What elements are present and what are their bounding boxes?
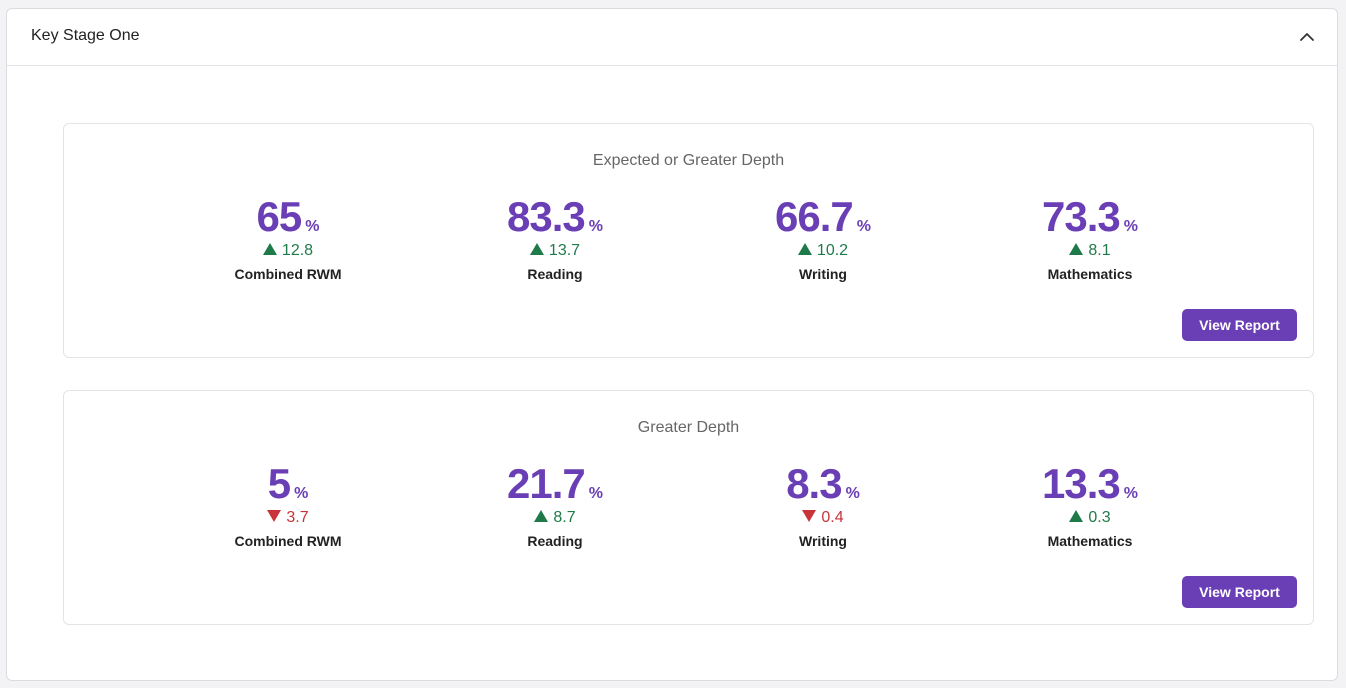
metric-change-value: 8.7 [553,509,576,526]
card-title: Expected or Greater Depth [592,152,785,169]
view-report-button[interactable]: View Report [1182,309,1297,341]
metric-change: 10.2 [713,240,933,262]
metric-reading: 83.3% 13.7 Reading [445,193,665,283]
metric-value: 5 [267,460,291,507]
metric-value: 21.7 [507,460,586,507]
triangle-up-icon [797,242,812,255]
metric-combined-rwm: 5% 3.7 Combined RWM [178,460,398,550]
metric-combined-rwm: 65% 12.8 Combined RWM [178,193,398,283]
metric-change: 13.7 [445,240,665,262]
metric-value: 8.3 [786,460,842,507]
triangle-up-icon [262,242,277,255]
metric-change: 8.7 [445,507,665,529]
metric-change-value: 12.8 [281,242,314,259]
expected-or-greater-depth-card: Expected or Greater Depth 65% 12.8 Combi… [63,123,1314,358]
metric-unit: % [1123,485,1138,502]
metric-value: 83.3 [507,193,586,240]
metric-change-value: 10.2 [816,242,849,259]
metric-unit: % [1123,218,1138,235]
metric-unit: % [588,485,603,502]
metric-value: 13.3 [1042,460,1121,507]
metric-value: 73.3 [1042,193,1121,240]
metric-value: 65 [256,193,303,240]
key-stage-one-panel: Key Stage One Expected or Greater Depth … [6,8,1338,681]
metric-change: 12.8 [178,240,398,262]
metric-mathematics: 13.3% 0.3 Mathematics [980,460,1200,550]
metric-label: Writing [799,266,847,282]
greater-depth-card: Greater Depth 5% 3.7 Combined RWM 21.7% … [63,390,1314,625]
metric-label: Reading [527,266,583,282]
triangle-up-icon [1069,509,1084,522]
metric-label: Combined RWM [234,533,342,549]
metric-label: Combined RWM [234,266,342,282]
metric-unit: % [845,485,860,502]
metric-change: 3.7 [178,507,398,529]
metric-writing: 66.7% 10.2 Writing [713,193,933,283]
metric-change: 8.1 [980,240,1200,262]
metric-change: 0.4 [713,507,933,529]
metric-writing: 8.3% 0.4 Writing [713,460,933,550]
panel-header[interactable]: Key Stage One [7,9,1337,66]
card-title: Greater Depth [637,419,740,436]
metric-reading: 21.7% 8.7 Reading [445,460,665,550]
metric-unit: % [588,218,603,235]
metric-unit: % [294,485,309,502]
metric-value: 66.7 [775,193,854,240]
metric-change-value: 0.4 [821,509,844,526]
metric-label: Reading [527,533,583,549]
metric-change-value: 8.1 [1088,242,1111,259]
panel-title: Key Stage One [31,27,140,44]
triangle-up-icon [534,509,549,522]
metric-label: Mathematics [1047,266,1133,282]
triangle-down-icon [802,509,817,522]
metric-change-value: 3.7 [286,509,309,526]
metric-change: 0.3 [980,507,1200,529]
triangle-up-icon [1069,242,1084,255]
view-report-button[interactable]: View Report [1182,576,1297,608]
metric-label: Writing [799,533,847,549]
metric-unit: % [305,218,320,235]
triangle-down-icon [267,509,282,522]
metric-label: Mathematics [1047,533,1133,549]
chevron-up-icon[interactable] [1295,25,1319,49]
metric-change-value: 0.3 [1088,509,1111,526]
metric-change-value: 13.7 [548,242,581,259]
triangle-up-icon [529,242,544,255]
metric-mathematics: 73.3% 8.1 Mathematics [980,193,1200,283]
metric-unit: % [856,218,871,235]
